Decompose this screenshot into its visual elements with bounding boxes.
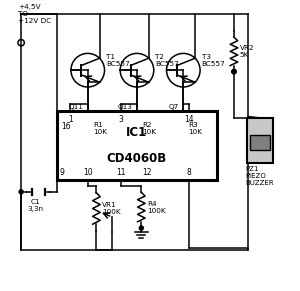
Bar — [57, 111, 217, 180]
Text: PZ1
PIEZO
BUZZER: PZ1 PIEZO BUZZER — [246, 166, 274, 186]
Circle shape — [19, 190, 23, 194]
Text: Q7: Q7 — [169, 104, 179, 110]
Text: C1
3,3n: C1 3,3n — [28, 199, 43, 212]
Bar — [247, 118, 273, 163]
Text: 10: 10 — [83, 168, 92, 177]
Text: IC1: IC1 — [126, 127, 148, 139]
Text: R4
100K: R4 100K — [147, 200, 166, 214]
Text: Q11: Q11 — [68, 104, 83, 110]
Text: T3
BC557: T3 BC557 — [202, 54, 225, 67]
Text: CD4060B: CD4060B — [107, 152, 167, 164]
Text: 1: 1 — [68, 115, 73, 123]
Text: R3
10K: R3 10K — [188, 122, 203, 135]
Text: Q13: Q13 — [118, 104, 133, 110]
Text: 9: 9 — [59, 168, 64, 177]
Text: VR1
100K: VR1 100K — [102, 202, 121, 215]
Text: 14: 14 — [184, 115, 194, 123]
Text: 11: 11 — [116, 168, 126, 177]
Circle shape — [232, 69, 236, 74]
Bar — [250, 135, 270, 150]
Text: 3: 3 — [118, 115, 124, 123]
Text: +4,5V
TO
+12V DC: +4,5V TO +12V DC — [18, 3, 52, 24]
Text: VR2
5K: VR2 5K — [240, 45, 254, 58]
Text: 16: 16 — [62, 122, 71, 131]
Text: T2
BC557: T2 BC557 — [155, 54, 179, 67]
Text: R1
10K: R1 10K — [93, 122, 107, 135]
Text: R2
10K: R2 10K — [142, 122, 156, 135]
Text: 8: 8 — [187, 168, 191, 177]
Text: T1
BC557: T1 BC557 — [106, 54, 130, 67]
Circle shape — [139, 226, 143, 230]
Text: 12: 12 — [142, 168, 152, 177]
